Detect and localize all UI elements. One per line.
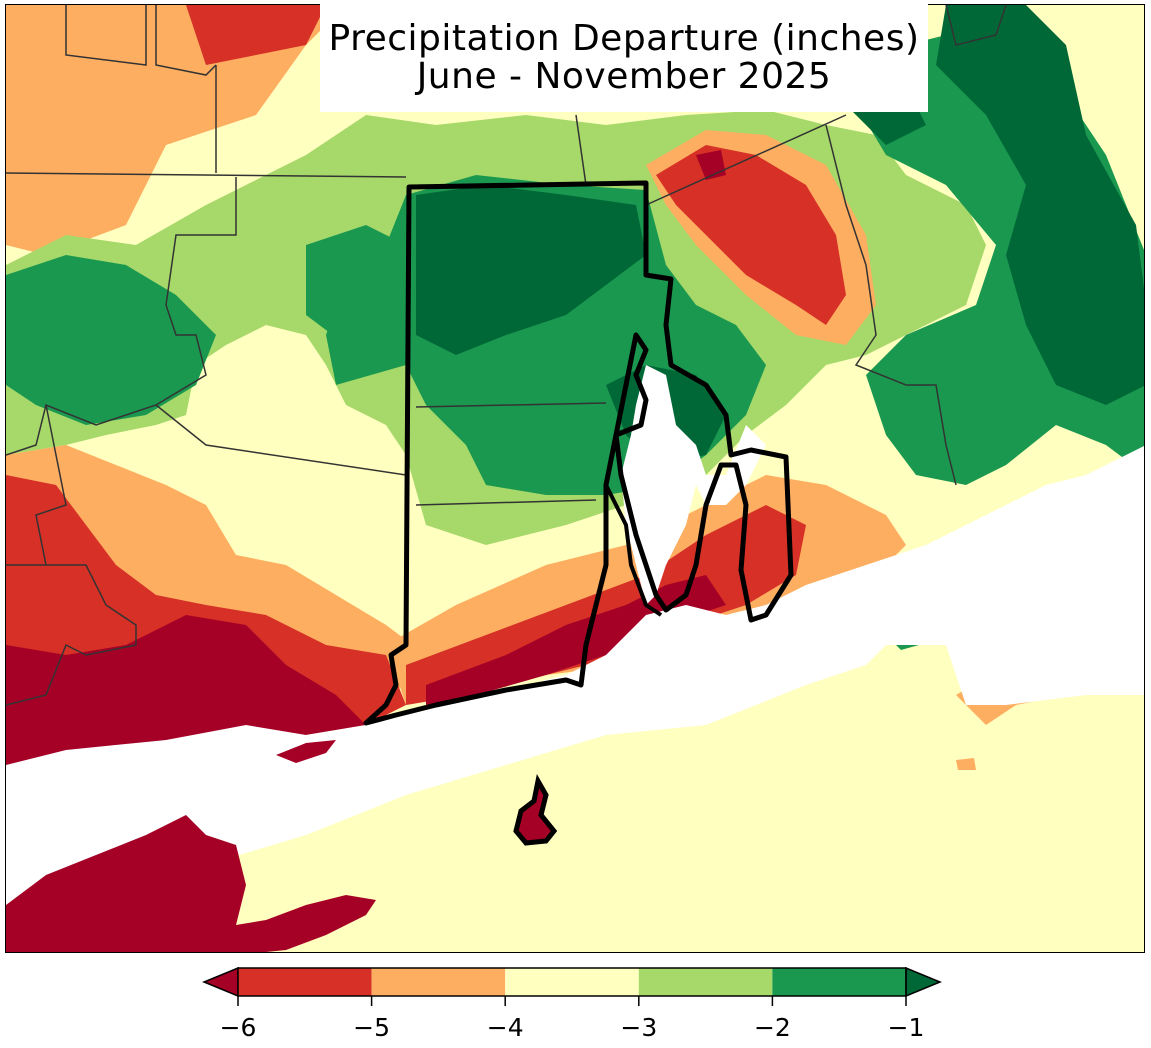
colorbar — [202, 966, 942, 1006]
colorbar-tick-label: −1 — [887, 1013, 925, 1042]
narragansett-bay — [621, 365, 766, 605]
ri-state-border — [363, 180, 794, 726]
colorbar-extend-low — [202, 966, 239, 998]
region-north-red — [186, 5, 326, 65]
colorbar-ticks — [237, 996, 907, 1006]
region-west-green — [6, 255, 216, 425]
map-panel — [5, 4, 1145, 953]
region-ri-deepgreen — [416, 185, 646, 355]
colorbar-bin — [371, 968, 506, 996]
region-block-island — [513, 773, 558, 846]
colorbar-tick-label: −3 — [620, 1013, 658, 1042]
region-fishers-island — [276, 740, 336, 763]
map-title: Precipitation Departure (inches) June - … — [320, 4, 928, 112]
colorbar-bin — [505, 968, 639, 996]
colorbar-bins — [202, 966, 942, 998]
region-nantucket-small — [956, 758, 976, 770]
region-east-deepgreen — [936, 5, 1144, 405]
colorbar-tick-label: −2 — [753, 1013, 791, 1042]
region-long-island — [6, 815, 376, 952]
ocean-water — [6, 446, 1144, 905]
precipitation-map — [6, 5, 1144, 952]
colorbar-tick-label: −6 — [219, 1013, 257, 1042]
colorbar-extend-high — [905, 966, 942, 998]
title-line-2: June - November 2025 — [416, 56, 832, 97]
region-west-green-2 — [306, 225, 406, 345]
colorbar-bin — [772, 968, 906, 996]
region-north-orange — [6, 5, 346, 255]
colorbar-bin — [238, 968, 372, 996]
colorbar-bin — [638, 968, 773, 996]
ri-coastline-shadow — [604, 484, 663, 617]
colorbar-outline — [237, 967, 907, 997]
region-ne-red — [656, 145, 846, 325]
colorbar-tick-label: −4 — [486, 1013, 524, 1042]
colorbar-tick-label: −5 — [353, 1013, 391, 1042]
title-line-1: Precipitation Departure (inches) — [328, 18, 920, 59]
